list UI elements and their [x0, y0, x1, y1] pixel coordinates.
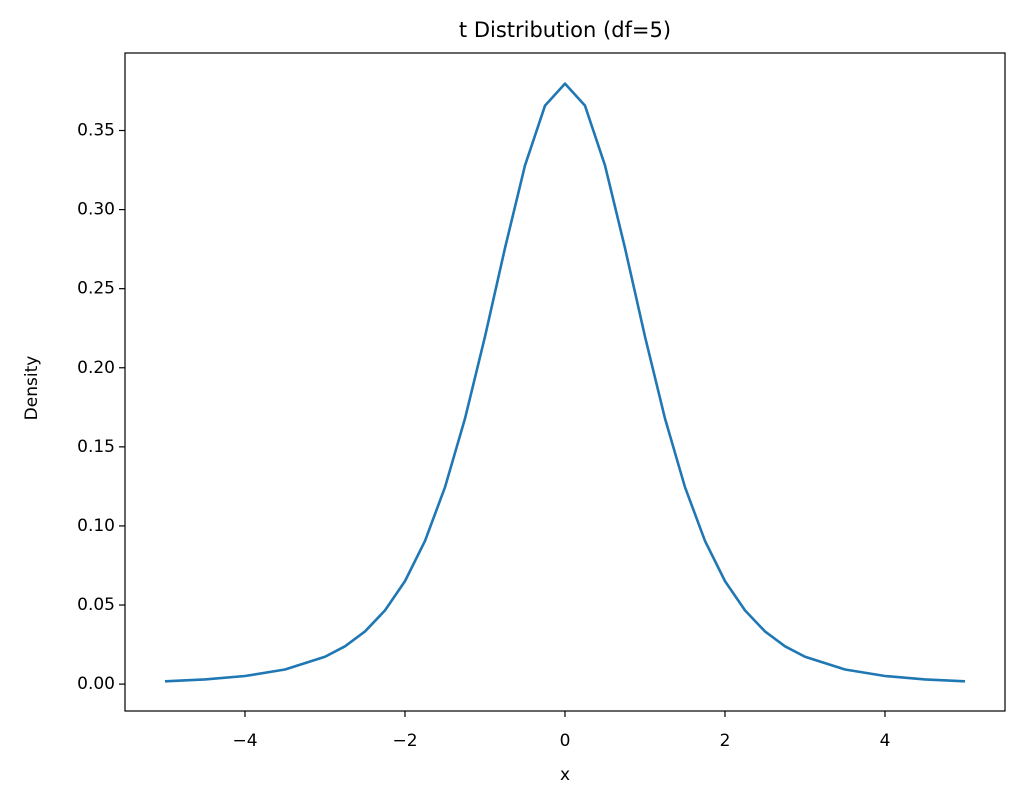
y-tick-label: 0.30	[77, 200, 115, 220]
x-axis-label: x	[560, 765, 570, 785]
y-tick-label: 0.25	[77, 279, 115, 299]
y-tick-label: 0.10	[77, 516, 115, 536]
x-tick-label: −2	[392, 731, 417, 751]
line	[164, 82, 966, 683]
x-tick-label: 0	[560, 731, 571, 751]
y-tick-label: 0.35	[77, 121, 115, 141]
y-tick-label: 0.15	[77, 437, 115, 457]
plot-frame	[124, 52, 1006, 712]
chart-title: t Distribution (df=5)	[459, 18, 671, 42]
y-tick-label: 0.00	[77, 674, 115, 694]
x-tick-label: 2	[720, 731, 731, 751]
y-tick-label: 0.20	[77, 358, 115, 378]
x-tick-label: −4	[232, 731, 257, 751]
y-tick-label: 0.05	[77, 595, 115, 615]
x-tick-label: 4	[880, 731, 891, 751]
y-axis-label: Density	[22, 356, 42, 421]
